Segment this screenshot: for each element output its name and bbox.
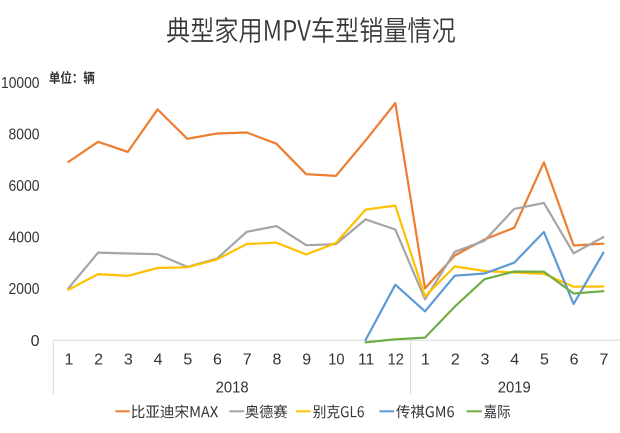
svg-text:1: 1 xyxy=(64,352,73,369)
svg-text:8: 8 xyxy=(272,352,281,369)
svg-text:6000: 6000 xyxy=(9,178,40,195)
svg-text:9: 9 xyxy=(302,352,311,369)
svg-text:8000: 8000 xyxy=(9,126,40,143)
svg-text:10: 10 xyxy=(328,352,344,369)
svg-text:1: 1 xyxy=(421,352,430,369)
svg-text:2000: 2000 xyxy=(9,281,40,298)
svg-text:7: 7 xyxy=(599,352,608,369)
svg-text:4: 4 xyxy=(510,352,519,369)
svg-text:2018: 2018 xyxy=(216,380,249,397)
svg-text:2: 2 xyxy=(94,352,103,369)
svg-text:4000: 4000 xyxy=(9,230,40,247)
svg-text:4: 4 xyxy=(154,352,163,369)
svg-text:7: 7 xyxy=(243,352,252,369)
svg-text:3: 3 xyxy=(124,352,133,369)
svg-text:3: 3 xyxy=(481,352,490,369)
svg-text:12: 12 xyxy=(388,352,404,369)
svg-text:0: 0 xyxy=(31,333,40,350)
svg-text:6: 6 xyxy=(213,352,222,369)
svg-text:5: 5 xyxy=(540,352,549,369)
svg-text:10000: 10000 xyxy=(1,75,40,92)
svg-text:11: 11 xyxy=(358,352,374,369)
svg-text:2: 2 xyxy=(451,352,460,369)
svg-text:2019: 2019 xyxy=(498,380,531,397)
svg-text:5: 5 xyxy=(183,352,192,369)
svg-text:6: 6 xyxy=(570,352,579,369)
